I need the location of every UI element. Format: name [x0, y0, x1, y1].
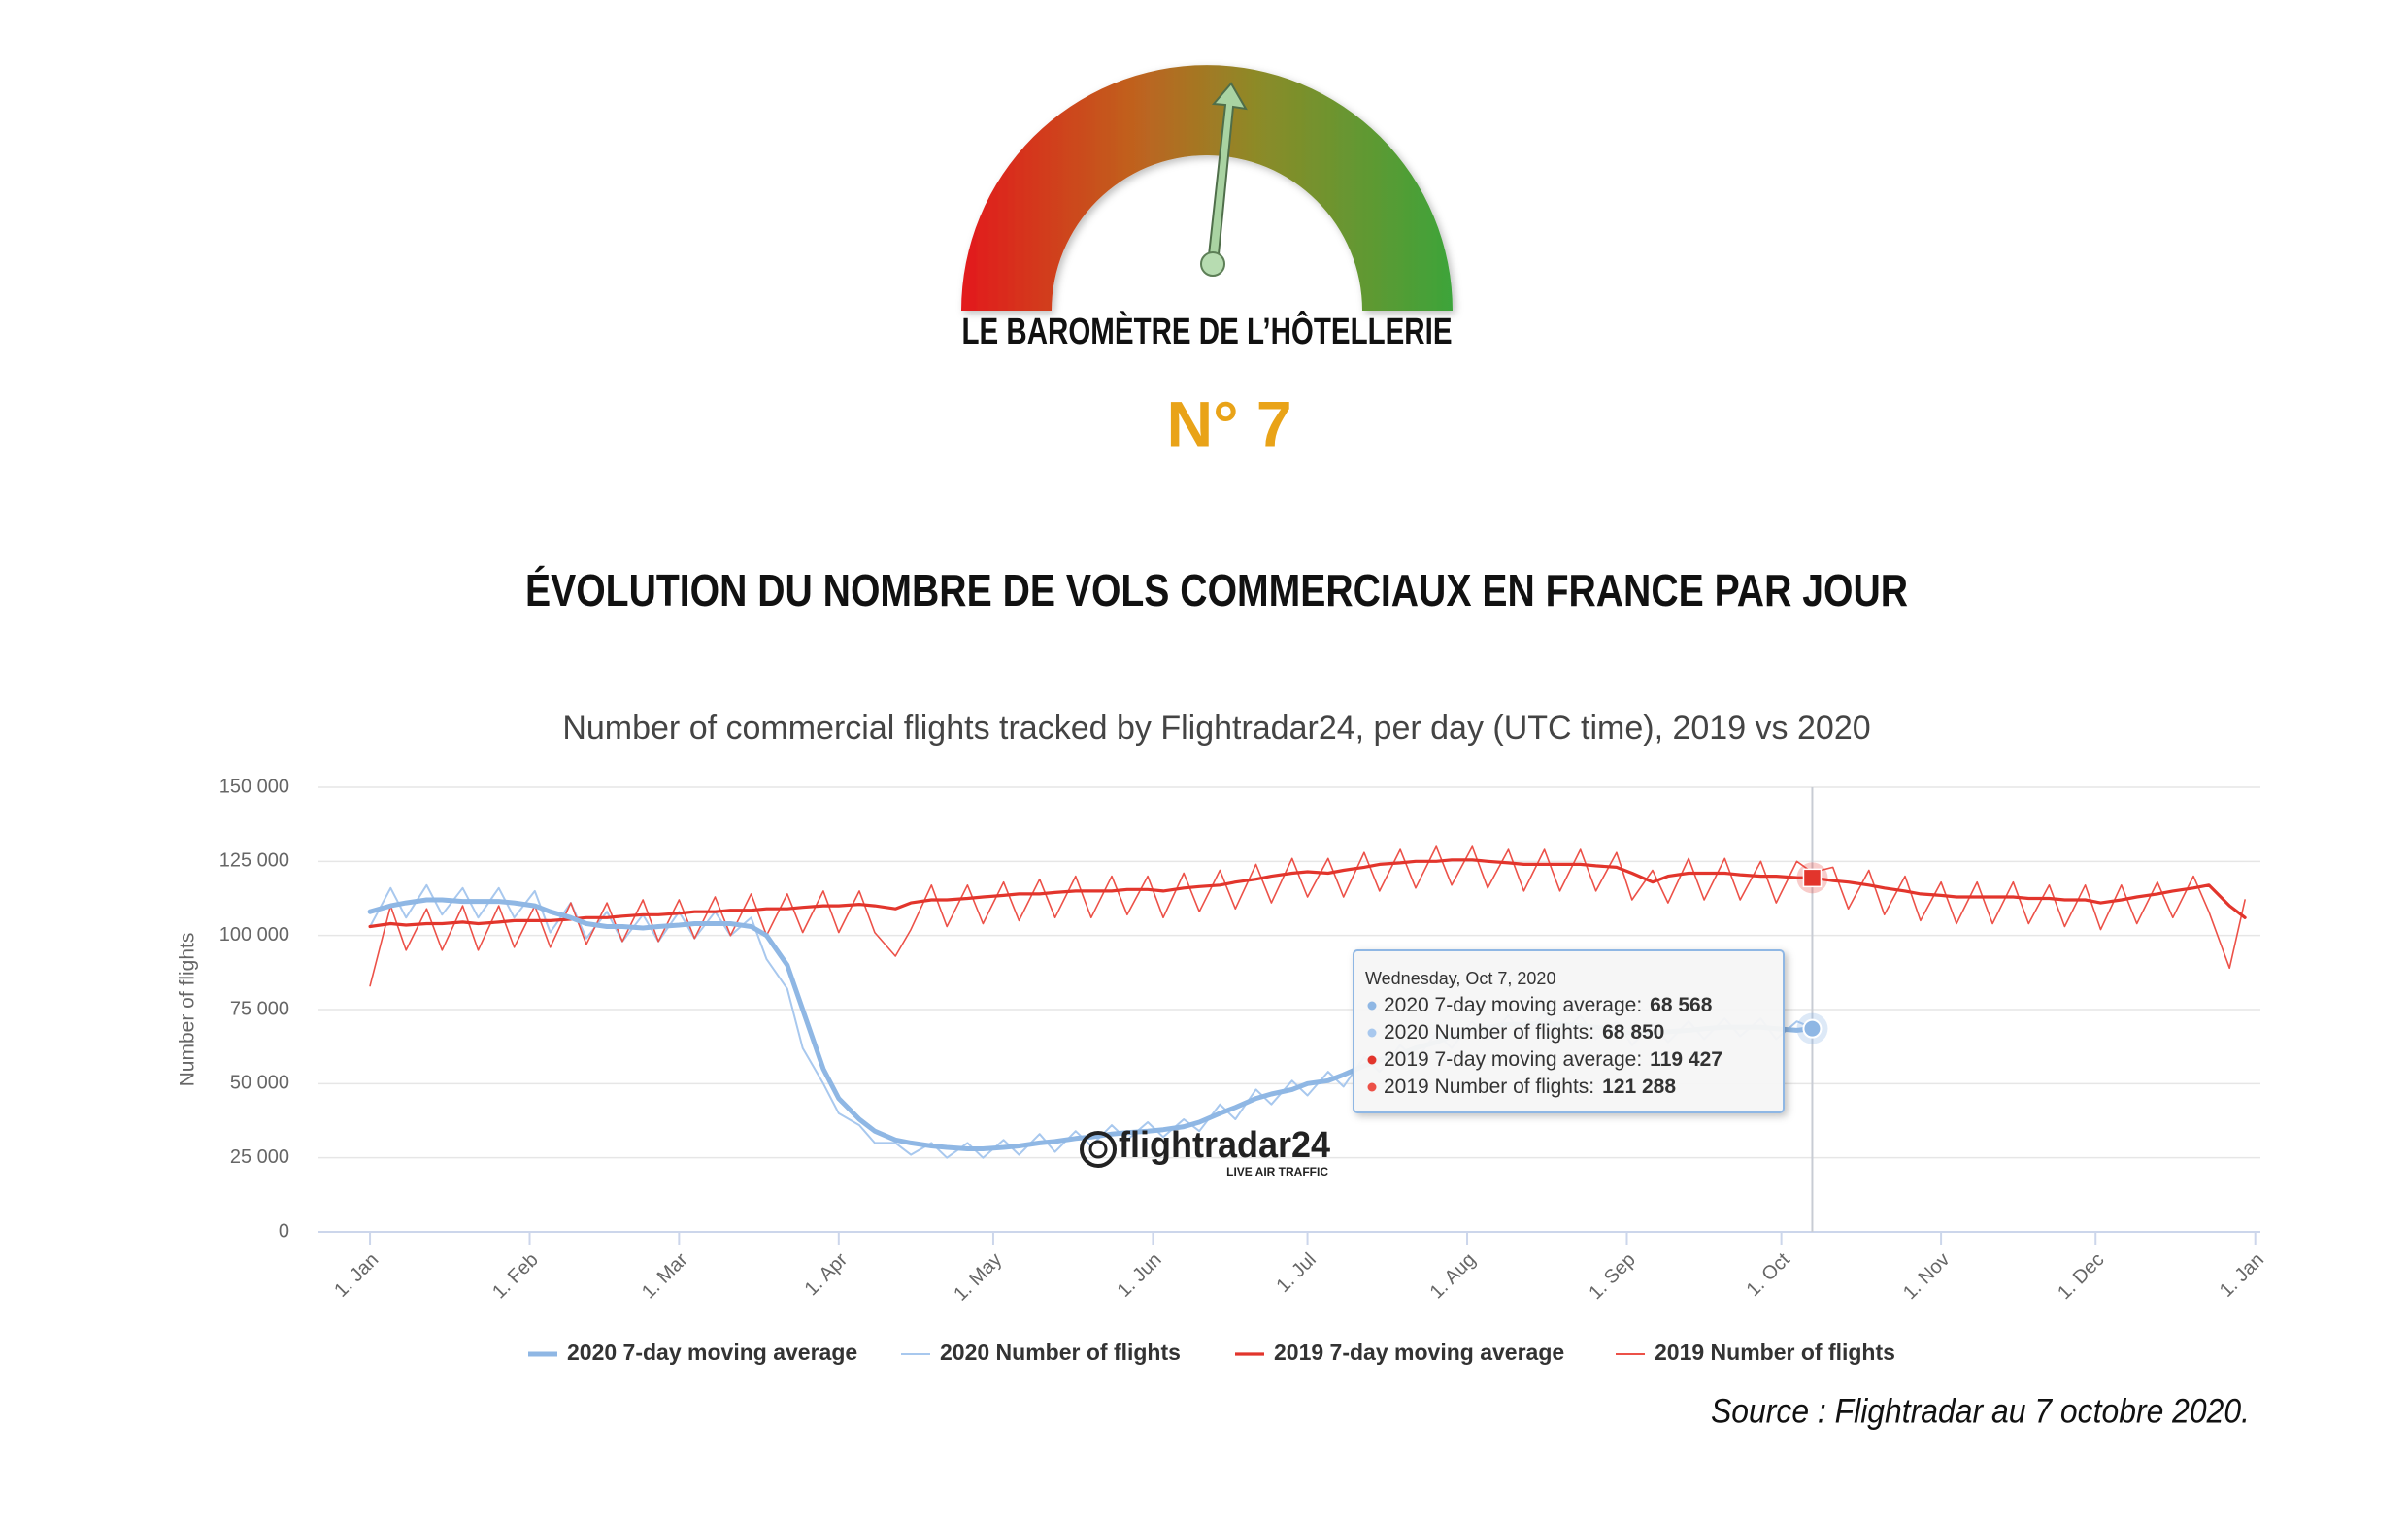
legend: 2020 7-day moving average 2020 Number of …	[528, 1340, 1895, 1365]
tooltip-bullet	[1367, 1028, 1377, 1038]
y-tick-label: 0	[279, 1220, 289, 1242]
y-tick-label: 25 000	[230, 1146, 289, 1168]
tooltip-value: 68 568	[1650, 994, 1713, 1016]
x-tick-label: 1. Dec	[2054, 1249, 2108, 1304]
tooltip-row: 2019 Number of flights: 121 288	[1384, 1076, 1676, 1098]
watermark-icon	[1080, 1131, 1117, 1168]
x-tick-label: 1. Jan	[2216, 1249, 2268, 1302]
tooltip-row: 2020 7-day moving average: 68 568	[1384, 994, 1713, 1016]
tooltip-box	[1353, 949, 1785, 1113]
watermark-tagline: LIVE AIR TRAFFIC	[1226, 1165, 1328, 1178]
watermark: flightradar24 LIVE AIR TRAFFIC	[1080, 1125, 1330, 1178]
y-axis-label: Number of flights	[177, 933, 199, 1087]
x-tick-label: 1. Jan	[330, 1249, 383, 1302]
tooltip-date: Wednesday, Oct 7, 2020	[1365, 969, 1555, 988]
gauge-pivot	[1200, 251, 1225, 277]
tooltip-bullet	[1367, 1055, 1377, 1065]
gauge	[961, 65, 1453, 311]
tooltip-value: 68 850	[1602, 1021, 1664, 1044]
y-tick-label: 50 000	[230, 1073, 289, 1094]
tooltip-value: 121 288	[1602, 1076, 1676, 1098]
watermark-icon	[1088, 1140, 1108, 1159]
legend-label: 2020 Number of flights	[940, 1340, 1181, 1365]
tooltip-value: 119 427	[1650, 1048, 1722, 1071]
gauge-needle	[1206, 82, 1248, 265]
highlight-point	[1802, 1018, 1823, 1039]
x-tick-label: 1. May	[950, 1249, 1006, 1306]
tooltip-label: 2019 7-day moving average:	[1384, 1048, 1642, 1071]
source-note: Source : Flightradar au 7 octobre 2020.	[1711, 1392, 2250, 1430]
tooltip-bullet	[1367, 1082, 1377, 1092]
chart-title: Number of commercial flights tracked by …	[562, 710, 1870, 746]
tooltip-row: 2019 7-day moving average: 119 427	[1384, 1048, 1722, 1071]
tooltip: Wednesday, Oct 7, 2020 2020 7-day moving…	[1353, 949, 1785, 1113]
tooltip-row: 2020 Number of flights: 68 850	[1384, 1021, 1664, 1044]
x-tick-label: 1. Nov	[1899, 1249, 1954, 1304]
x-tick-label: 1. Aug	[1426, 1249, 1481, 1304]
x-tick-label: 1. Sep	[1585, 1249, 1639, 1304]
x-tick-label: 1. Jun	[1114, 1249, 1166, 1302]
x-tick-label: 1. Feb	[488, 1249, 543, 1304]
tooltip-label: 2020 7-day moving average:	[1384, 994, 1642, 1016]
gauge-arc	[961, 65, 1453, 311]
barometer-title: LE BAROMÈTRE DE L’HÔTELLERIE	[962, 309, 1453, 352]
y-tick-label: 125 000	[219, 850, 289, 872]
tooltip-bullet	[1367, 1001, 1377, 1011]
plot: 0 25 000 50 000 75 000 100 000 125 000 150 000…	[219, 776, 2268, 1305]
issue-number: N° 7	[1166, 387, 1291, 459]
y-tick-label: 75 000	[230, 998, 289, 1019]
series-line	[368, 858, 2247, 929]
y-tick-label: 100 000	[219, 924, 289, 945]
x-tick-label: 1. Oct	[1743, 1248, 1795, 1301]
watermark-name: flightradar24	[1119, 1125, 1330, 1166]
tooltip-label: 2019 Number of flights:	[1384, 1076, 1594, 1098]
heading: ÉVOLUTION DU NOMBRE DE VOLS COMMERCIAUX …	[525, 565, 1908, 615]
legend-label: 2019 7-day moving average	[1274, 1340, 1564, 1365]
tooltip-label: 2020 Number of flights:	[1384, 1021, 1594, 1044]
x-tick-label: 1. Apr	[801, 1248, 853, 1300]
x-tick-label: 1. Mar	[638, 1248, 692, 1303]
highlight-point	[1802, 868, 1823, 888]
legend-label: 2019 Number of flights	[1655, 1340, 1895, 1365]
y-tick-label: 150 000	[219, 776, 289, 797]
legend-label: 2020 7-day moving average	[567, 1340, 857, 1365]
x-tick-label: 1. Jul	[1272, 1249, 1320, 1297]
